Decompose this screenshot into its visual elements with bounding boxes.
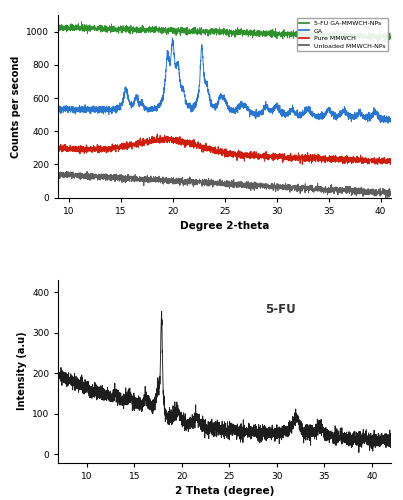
Legend: 5-FU GA-MMWCH-NPs, GA, Pure MMWCH, Unloaded MMWCH-NPs: 5-FU GA-MMWCH-NPs, GA, Pure MMWCH, Unloa… <box>297 18 388 51</box>
Y-axis label: Counts per second: Counts per second <box>11 55 21 158</box>
Y-axis label: Intensity (a.u): Intensity (a.u) <box>17 332 27 410</box>
X-axis label: 2 Theta (degree): 2 Theta (degree) <box>175 486 274 496</box>
Text: 5-FU: 5-FU <box>264 302 295 316</box>
X-axis label: Degree 2-theta: Degree 2-theta <box>180 221 269 231</box>
